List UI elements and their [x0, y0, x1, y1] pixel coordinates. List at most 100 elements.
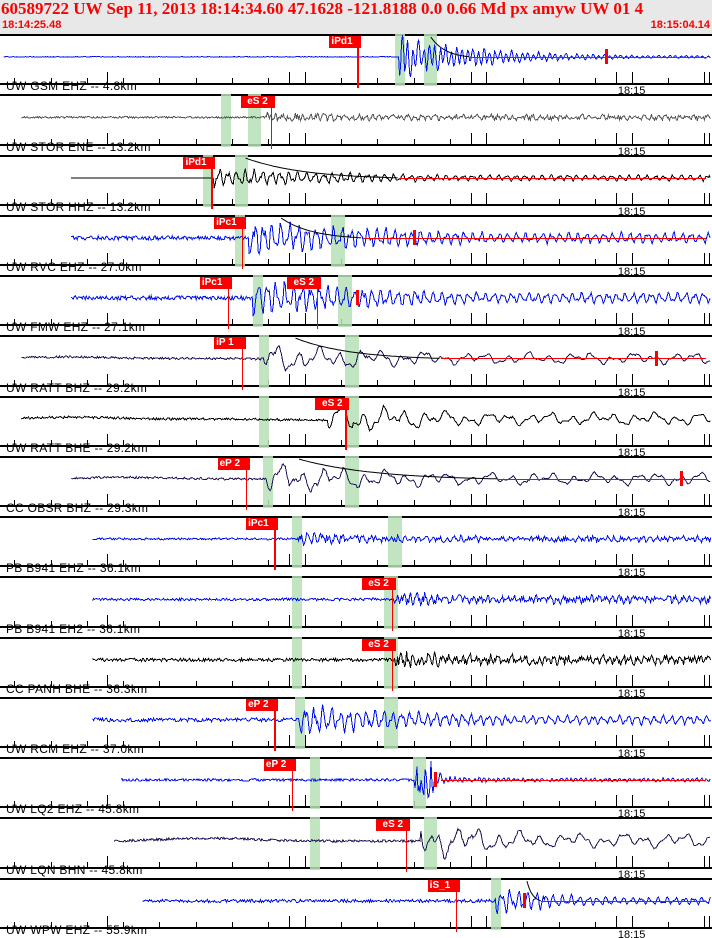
- phase-pick-label[interactable]: iS_1: [427, 880, 460, 892]
- trace-row[interactable]: eP 2 18:15 UW RCM EHZ -- 37.0km: [0, 697, 712, 757]
- channel-label[interactable]: UW LQ2 EHZ -- 45.8km: [6, 802, 140, 816]
- phase-pick-label[interactable]: iP 1: [214, 337, 247, 349]
- phase-pick-line[interactable]: [227, 277, 230, 329]
- channel-label[interactable]: UW RCM EHZ -- 37.0km: [6, 742, 144, 756]
- axis-minor-tick: [413, 862, 415, 867]
- axis-minor-tick: [232, 560, 234, 565]
- waveform[interactable]: [0, 757, 712, 801]
- amplitude-marker[interactable]: [523, 893, 527, 909]
- phase-pick-label[interactable]: eP 2: [263, 759, 296, 771]
- waveform[interactable]: [0, 697, 712, 741]
- axis-major-tick: [709, 494, 711, 505]
- axis-minor-tick: [50, 259, 52, 264]
- waveform[interactable]: [0, 817, 712, 862]
- channel-label[interactable]: CC OBSR BHZ -- 29.3km: [6, 501, 149, 515]
- trace-row[interactable]: eS 2 18:15 UW LQN BHN -- 45.8km: [0, 817, 712, 878]
- channel-label[interactable]: UW STOR HHZ -- 13.2km: [6, 200, 151, 214]
- waveform[interactable]: [0, 396, 712, 440]
- phase-pick-line[interactable]: [274, 699, 276, 751]
- channel-label[interactable]: PB B941 EH2 -- 36.1km: [6, 622, 141, 636]
- phase-pick-line[interactable]: [242, 337, 244, 390]
- phase-pick-label[interactable]: eS 2: [240, 96, 275, 108]
- phase-pick-line[interactable]: [270, 96, 272, 149]
- phase-pick-line[interactable]: [391, 639, 393, 691]
- phase-pick-line[interactable]: [274, 518, 276, 570]
- channel-label[interactable]: CC PANH BHE -- 36.3km: [6, 682, 148, 696]
- waveform[interactable]: [0, 275, 712, 319]
- axis-major-tick: [486, 615, 488, 626]
- phase-pick-label[interactable]: eS 2: [375, 819, 410, 831]
- phase-pick-line[interactable]: [291, 759, 294, 811]
- trace-row[interactable]: eP 2 18:15 UW LQ2 EHZ -- 45.8km: [0, 757, 712, 817]
- channel-label[interactable]: UW STOR ENE -- 13.2km: [6, 140, 151, 154]
- phase-pick-line[interactable]: [211, 157, 213, 209]
- phase-pick-line[interactable]: [357, 36, 359, 88]
- phase-pick-label[interactable]: iPc1: [214, 217, 247, 229]
- trace-row[interactable]: iS_1 18:15 UW WPW EHZ -- 55.9km: [0, 878, 712, 938]
- phase-pick-label[interactable]: eS 2: [361, 639, 396, 651]
- phase-pick-label[interactable]: eS 2: [286, 277, 321, 289]
- phase-pick-label[interactable]: iPd1: [329, 36, 362, 48]
- waveform[interactable]: [0, 94, 712, 139]
- channel-label[interactable]: UW LQN BHN -- 45.8km: [6, 863, 143, 877]
- waveform[interactable]: [0, 215, 712, 259]
- channel-label[interactable]: UW WPW EHZ -- 55.9km: [6, 923, 148, 937]
- trace-row[interactable]: iPc1 eS 2 18:15 UW FMW EHZ -- 27.1km: [0, 275, 712, 335]
- trace-row[interactable]: eS 2 18:15 UW RATT BHE -- 29.2km: [0, 396, 712, 456]
- axis-minor-tick: [558, 78, 560, 83]
- trace-row[interactable]: iPc1 18:15 PB B941 EHZ -- 36.1km: [0, 516, 712, 576]
- amplitude-marker[interactable]: [434, 772, 438, 788]
- waveform[interactable]: [0, 516, 712, 560]
- trace-row[interactable]: iPc1 18:15 UW RVC EHZ -- 27.0km: [0, 215, 712, 275]
- phase-pick-line[interactable]: [405, 819, 408, 872]
- channel-label[interactable]: UW RATT BHZ -- 29.2km: [6, 381, 148, 395]
- phase-pick-line[interactable]: [455, 880, 458, 932]
- axis-major-tick: [289, 313, 291, 324]
- trace-row[interactable]: iPd1 18:15 UW GSM EHZ -- 4.8km: [0, 34, 712, 94]
- phase-pick-label[interactable]: eP 2: [217, 458, 250, 470]
- amplitude-marker[interactable]: [605, 49, 609, 65]
- waveform[interactable]: [0, 155, 712, 199]
- axis-minor-tick: [232, 380, 234, 385]
- waveform[interactable]: [0, 456, 712, 500]
- waveform[interactable]: [0, 576, 712, 621]
- channel-label[interactable]: PB B941 EHZ -- 36.1km: [6, 561, 142, 575]
- channel-label[interactable]: UW GSM EHZ -- 4.8km: [6, 79, 138, 93]
- trace-panel[interactable]: iPd1 18:15 UW GSM EHZ -- 4.8km eS 2 18:15 UW …: [0, 34, 712, 938]
- phase-pick-line[interactable]: [345, 398, 347, 450]
- phase-pick-line[interactable]: [391, 578, 393, 631]
- trace-row[interactable]: eP 2 18:15 CC OBSR BHZ -- 29.3km: [0, 456, 712, 516]
- trace-row-divider: [0, 757, 712, 759]
- trace-row[interactable]: iP 1 18:15 UW RATT BHZ -- 29.2km: [0, 335, 712, 396]
- phase-pick-label[interactable]: iPc1: [246, 518, 279, 530]
- amplitude-marker[interactable]: [356, 290, 359, 306]
- axis-minor-tick: [667, 440, 669, 445]
- axis-minor-tick: [595, 78, 597, 83]
- waveform[interactable]: [0, 335, 712, 380]
- phase-pick-label[interactable]: iPd1: [183, 157, 216, 169]
- phase-pick-label[interactable]: iPc1: [199, 277, 232, 289]
- phase-pick-label[interactable]: eP 2: [246, 699, 279, 711]
- phase-pick-line[interactable]: [316, 277, 319, 329]
- waveform[interactable]: [0, 34, 712, 78]
- phase-pick-label[interactable]: eS 2: [315, 398, 350, 410]
- trace-row[interactable]: eS 2 18:15 PB B941 EH2 -- 36.1km: [0, 576, 712, 637]
- trace-row[interactable]: eS 2 18:15 CC PANH BHE -- 36.3km: [0, 637, 712, 697]
- amplitude-marker[interactable]: [655, 350, 659, 367]
- phase-pick-line[interactable]: [245, 458, 248, 510]
- amplitude-marker[interactable]: [679, 471, 683, 487]
- channel-label[interactable]: UW FMW EHZ -- 27.1km: [6, 320, 146, 334]
- axis-minor-tick: [667, 199, 669, 204]
- phase-pick-line[interactable]: [242, 217, 244, 269]
- phase-pick-label[interactable]: eS 2: [361, 578, 396, 590]
- axis-major-tick: [289, 795, 291, 806]
- trace-row[interactable]: iPd1 18:15 UW STOR HHZ -- 13.2km: [0, 155, 712, 215]
- axis-minor-tick: [14, 862, 16, 867]
- waveform[interactable]: [0, 637, 712, 681]
- waveform[interactable]: [0, 878, 712, 922]
- axis-minor-tick: [377, 199, 379, 204]
- amplitude-marker[interactable]: [412, 230, 416, 246]
- channel-label[interactable]: UW RVC EHZ -- 27.0km: [6, 260, 142, 274]
- channel-label[interactable]: UW RATT BHE -- 29.2km: [6, 441, 148, 455]
- trace-row[interactable]: eS 2 18:15 UW STOR ENE -- 13.2km: [0, 94, 712, 155]
